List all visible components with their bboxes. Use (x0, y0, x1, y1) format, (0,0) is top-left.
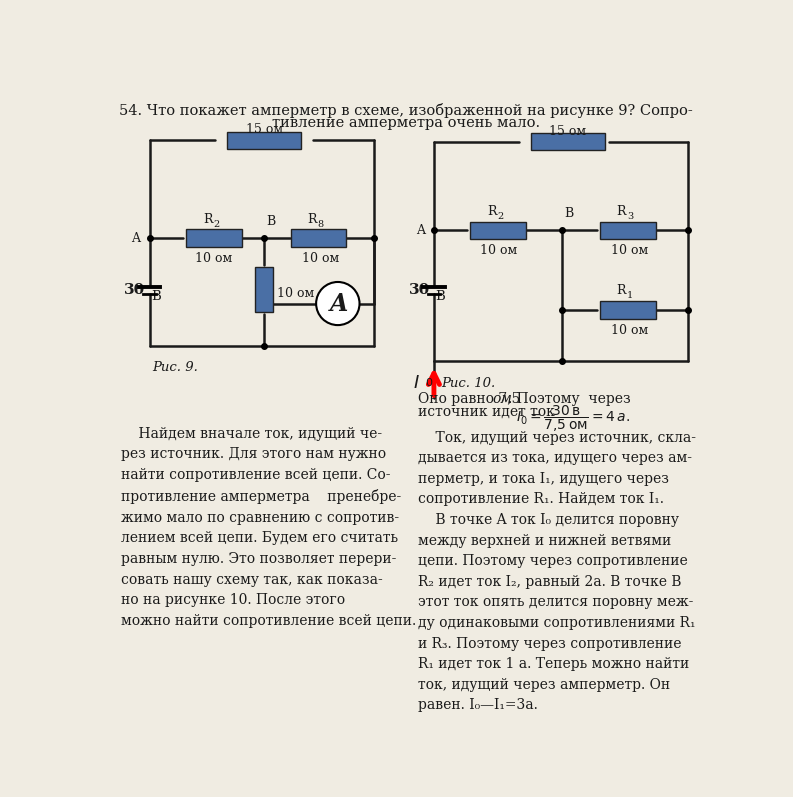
Text: 10 ом: 10 ом (480, 244, 517, 257)
Text: Рис. 9.: Рис. 9. (151, 361, 197, 375)
Text: 10 ом: 10 ом (611, 244, 649, 257)
Text: тивление амперметра очень мало.: тивление амперметра очень мало. (272, 116, 540, 130)
Text: 1: 1 (627, 292, 633, 300)
Text: ом: ом (492, 392, 513, 406)
Text: . Поэтому  через: . Поэтому через (508, 392, 631, 406)
Text: A: A (131, 232, 140, 245)
Text: A: A (329, 292, 348, 316)
Bar (531, 133, 605, 151)
Text: $I_0 = \dfrac{30\,\text{в}}{7{,}5\,\text{ом}} = 4\,a.$: $I_0 = \dfrac{30\,\text{в}}{7{,}5\,\text… (516, 403, 630, 434)
Text: A: A (416, 224, 424, 237)
Bar (228, 132, 301, 149)
Text: Оно равно 7,5: Оно равно 7,5 (419, 392, 525, 406)
Text: В: В (435, 290, 445, 303)
Bar (290, 230, 347, 247)
Text: В: В (151, 290, 161, 303)
Text: 30: 30 (409, 284, 430, 297)
Text: 15 ом: 15 ом (550, 125, 587, 138)
Circle shape (316, 282, 359, 325)
Text: 10 ом: 10 ом (302, 252, 339, 265)
Text: R: R (488, 205, 496, 218)
Text: $I$: $I$ (413, 375, 420, 392)
Bar (600, 300, 656, 319)
Text: 54. Что покажет амперметр в схеме, изображенной на рисунке 9? Сопро-: 54. Что покажет амперметр в схеме, изобр… (119, 104, 693, 118)
Bar (600, 222, 656, 239)
Text: B: B (266, 215, 276, 228)
Text: R: R (617, 285, 626, 297)
Text: 3: 3 (627, 212, 633, 221)
Text: источник идет ток: источник идет ток (419, 405, 560, 419)
Text: Рис. 10.: Рис. 10. (442, 377, 496, 390)
Text: 10 ом: 10 ом (611, 324, 649, 336)
Text: R: R (203, 213, 213, 226)
Text: 2: 2 (213, 220, 220, 229)
Text: R: R (308, 213, 317, 226)
Text: 15 ом: 15 ом (246, 124, 283, 136)
Text: 30: 30 (125, 284, 146, 297)
Text: Найдем вначале ток, идущий че-
рез источник. Для этого нам нужно
найти сопротивл: Найдем вначале ток, идущий че- рез источ… (121, 426, 416, 628)
Text: 0: 0 (425, 378, 432, 388)
Bar (255, 267, 273, 312)
Bar (470, 222, 526, 239)
Text: B: B (564, 207, 573, 221)
Text: Ток, идущий через источник, скла-
дывается из тока, идущего через ам-
перметр, и: Ток, идущий через источник, скла- дывает… (419, 430, 696, 713)
Text: 10 ом: 10 ом (277, 287, 314, 300)
Text: R: R (617, 205, 626, 218)
Text: 10 ом: 10 ом (195, 252, 232, 265)
Text: 8: 8 (318, 220, 324, 229)
Bar (186, 230, 242, 247)
Text: 2: 2 (497, 212, 504, 221)
